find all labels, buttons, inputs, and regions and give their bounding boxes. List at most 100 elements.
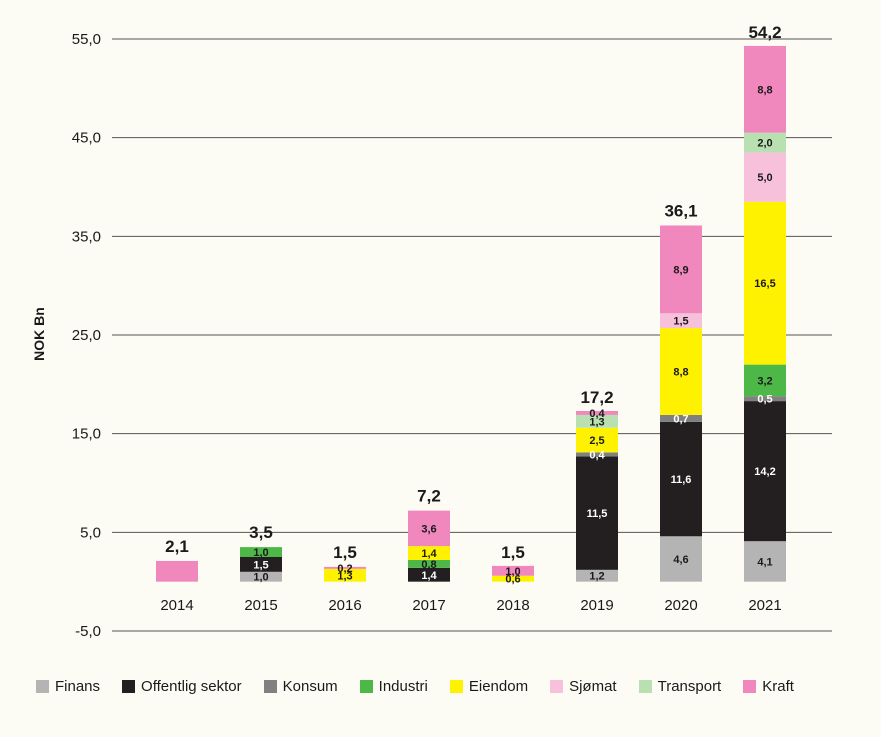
segment-value-label: 1,4 — [421, 570, 437, 582]
bar-segment-konsum — [576, 452, 618, 457]
bar-segment-kraft — [156, 560, 198, 582]
segment-value-label: 4,6 — [673, 554, 688, 566]
y-tick-label: 45,0 — [72, 130, 101, 147]
y-tick-label: 25,0 — [72, 327, 101, 344]
segment-value-label: 1,3 — [337, 570, 352, 582]
legend-item: Sjømat — [550, 678, 617, 695]
bar-segment-kraft — [492, 565, 534, 576]
segment-value-label: 1,2 — [589, 571, 604, 583]
chart-legend: Finans Offentlig sektor Konsum Industri Eien… — [36, 678, 794, 695]
segment-value-label: 1,4 — [421, 548, 437, 560]
bar-segment-finans — [660, 536, 702, 582]
segment-value-label: 1,0 — [505, 566, 520, 578]
x-tick-label: 2021 — [748, 597, 781, 614]
bar-total-label: 1,5 — [333, 543, 357, 562]
legend-item: Offentlig sektor — [122, 678, 242, 695]
bar-segment-eiendom — [408, 546, 450, 560]
bar-total-label: 2,1 — [165, 537, 189, 556]
legend-label: Eiendom — [468, 678, 529, 695]
segment-value-label: 8,9 — [673, 264, 688, 276]
bar-segment-industri — [408, 559, 450, 568]
bar-segment-kraft — [576, 410, 618, 415]
y-tick-label: 55,0 — [72, 31, 101, 48]
legend-item: Eiendom — [449, 678, 529, 695]
legend-swatch — [122, 680, 136, 693]
legend-item: Industri — [359, 678, 428, 695]
bar-segment-finans — [576, 569, 618, 582]
bar-segment-kraft — [408, 510, 450, 547]
legend-label: Transport — [657, 678, 722, 695]
legend-label: Konsum — [282, 678, 338, 695]
bar-segment-sj-mat — [744, 152, 786, 202]
legend-item: Konsum — [263, 678, 338, 695]
segment-value-label: 1,0 — [253, 572, 268, 584]
x-tick-label: 2019 — [580, 597, 613, 614]
bar-segment-transport — [744, 132, 786, 153]
bar-total-label: 3,5 — [249, 523, 273, 542]
bar-total-label: 1,5 — [501, 543, 525, 562]
bar-segment-offentlig-sektor — [576, 456, 618, 570]
segment-value-label: 1,5 — [673, 316, 688, 328]
bar-segment-sj-mat — [660, 313, 702, 329]
legend-swatch — [449, 680, 463, 693]
legend-label: Kraft — [762, 678, 794, 695]
segment-value-label: 14,2 — [754, 466, 775, 478]
segment-value-label: 0,2 — [337, 563, 352, 575]
segment-value-label: 4,1 — [757, 556, 772, 568]
bar-segment-finans — [744, 541, 786, 582]
legend-swatch — [36, 680, 49, 693]
segment-value-label: 8,8 — [673, 367, 688, 379]
segment-value-label: 8,8 — [757, 84, 772, 96]
legend-swatch — [743, 680, 757, 693]
segment-value-label: 3,2 — [757, 375, 772, 387]
segment-value-label: 0,6 — [505, 574, 520, 586]
segment-value-label: 1,5 — [253, 559, 268, 571]
legend-swatch — [638, 680, 652, 693]
legend-item: Finans — [36, 678, 100, 695]
y-axis-label: NOK Bn — [31, 307, 47, 361]
total-labels-layer: 2,1 3,5 1,5 7,2 1,5 17,2 36,1 54,2 — [165, 23, 781, 562]
legend-label: Sjømat — [569, 678, 617, 695]
bar-segment-industri — [240, 547, 282, 557]
y-tick-label: 15,0 — [72, 426, 101, 443]
legend-item: Transport — [638, 678, 722, 695]
segment-value-label: 1,3 — [589, 416, 604, 428]
bar-segment-transport — [576, 414, 618, 428]
x-tick-label: 2020 — [664, 597, 697, 614]
bar-segment-konsum — [660, 414, 702, 422]
x-axis-ticks: 2014 2015 2016 2017 2018 2019 2020 2021 — [160, 597, 781, 614]
segment-value-label: 0,5 — [757, 394, 772, 406]
segment-value-label: 0,4 — [589, 449, 605, 461]
bar-segment-offentlig-sektor — [408, 567, 450, 582]
x-tick-label: 2014 — [160, 597, 193, 614]
bar-segment-eiendom — [492, 575, 534, 582]
legend-label: Finans — [55, 678, 101, 695]
segment-value-label: 3,6 — [421, 523, 436, 535]
legend-swatch — [263, 680, 277, 693]
bar-segment-offentlig-sektor — [240, 557, 282, 572]
bar-segment-finans — [240, 571, 282, 582]
y-tick-label: 35,0 — [72, 228, 101, 245]
segment-value-label: 16,5 — [754, 278, 775, 290]
segment-value-label: 0,4 — [589, 408, 605, 420]
bar-segment-eiendom — [576, 427, 618, 453]
x-tick-label: 2015 — [244, 597, 277, 614]
segment-value-label: 2,0 — [757, 138, 772, 150]
grid-layer — [112, 38, 832, 632]
y-tick-label: -5,0 — [75, 623, 101, 640]
bar-segment-eiendom — [660, 328, 702, 415]
bar-total-label: 17,2 — [580, 388, 613, 407]
segment-value-label: 11,6 — [671, 474, 692, 486]
bars-layer — [156, 45, 786, 582]
bar-segment-offentlig-sektor — [744, 401, 786, 542]
x-tick-label: 2018 — [496, 597, 529, 614]
legend-label: Offentlig sektor — [141, 678, 242, 695]
segment-value-label: 5,0 — [757, 172, 772, 184]
segment-labels-layer: 1,01,51,01,30,21,40,81,43,60,61,0 1,211,5… — [253, 84, 775, 585]
segment-value-label: 1,0 — [253, 547, 268, 559]
bar-segment-offentlig-sektor — [660, 421, 702, 537]
bar-total-label: 54,2 — [748, 23, 781, 42]
bar-segment-kraft — [744, 45, 786, 133]
legend-item: Kraft — [743, 678, 794, 695]
